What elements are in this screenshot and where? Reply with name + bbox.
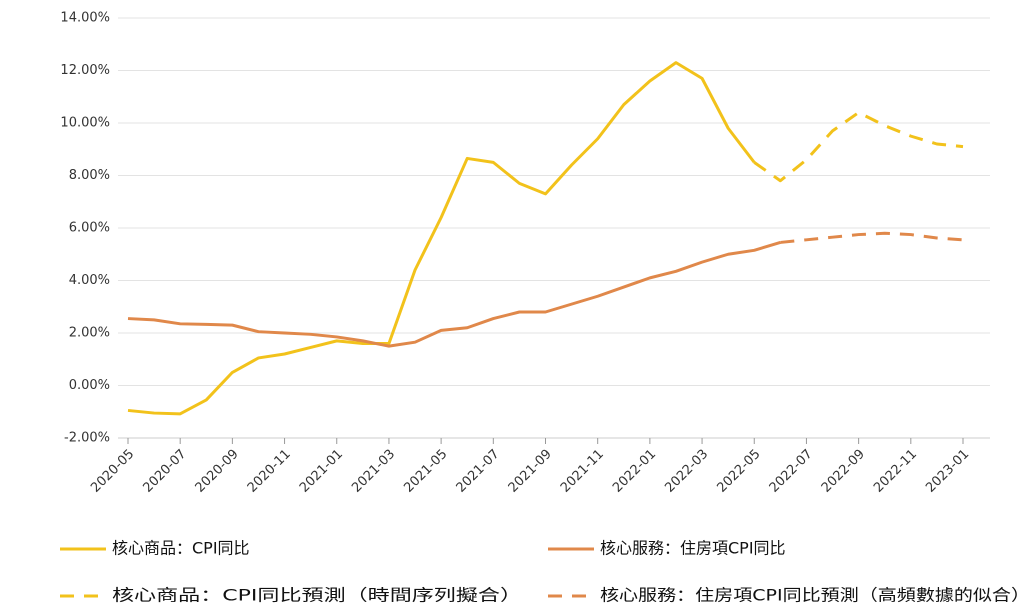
legend-label: 核心服務：住房項CPI同比預測（高頻數據的似合） [600, 586, 1030, 605]
x-tick-label: 2021-05 [401, 447, 450, 496]
x-tick-label: 2020-09 [193, 447, 242, 496]
x-tick-label: 2022-01 [610, 447, 659, 496]
legend-label: 核心商品：CPI同比預測（時間序列擬合） [112, 586, 522, 605]
y-tick-label: 2.00% [69, 326, 110, 341]
x-tick-label: 2022-03 [662, 447, 711, 496]
x-tick-label: 2023-01 [923, 447, 972, 496]
x-tick-label: 2020-07 [140, 447, 189, 496]
x-tick-label: 2020-11 [245, 447, 294, 496]
y-tick-label: 0.00% [69, 378, 110, 393]
x-tick-label: 2022-11 [871, 447, 920, 496]
series-line [127, 241, 781, 348]
x-tick-label: 2020-05 [88, 447, 137, 496]
x-tick-label: 2021-01 [297, 447, 346, 496]
y-tick-label: 12.00% [60, 63, 110, 78]
y-tick-label: 8.00% [69, 168, 110, 183]
x-tick-label: 2022-05 [715, 447, 764, 496]
x-tick-label: 2021-11 [558, 447, 607, 496]
legend-label: 核心服務：住房項CPI同比 [600, 539, 786, 558]
x-tick-label: 2022-07 [767, 447, 816, 496]
y-tick-label: 10.00% [60, 116, 110, 131]
series-line [780, 231, 964, 244]
y-tick-label: 14.00% [60, 11, 110, 26]
series-line [127, 61, 756, 416]
x-tick-label: 2021-03 [349, 447, 398, 496]
y-tick-label: -2.00% [64, 431, 110, 446]
x-tick-label: 2021-09 [506, 447, 555, 496]
legend-label: 核心商品：CPI同比 [112, 539, 250, 558]
x-tick-label: 2022-09 [819, 447, 868, 496]
y-tick-label: 4.00% [69, 273, 110, 288]
x-tick-label: 2021-07 [454, 447, 503, 496]
y-tick-label: 6.00% [69, 221, 110, 236]
